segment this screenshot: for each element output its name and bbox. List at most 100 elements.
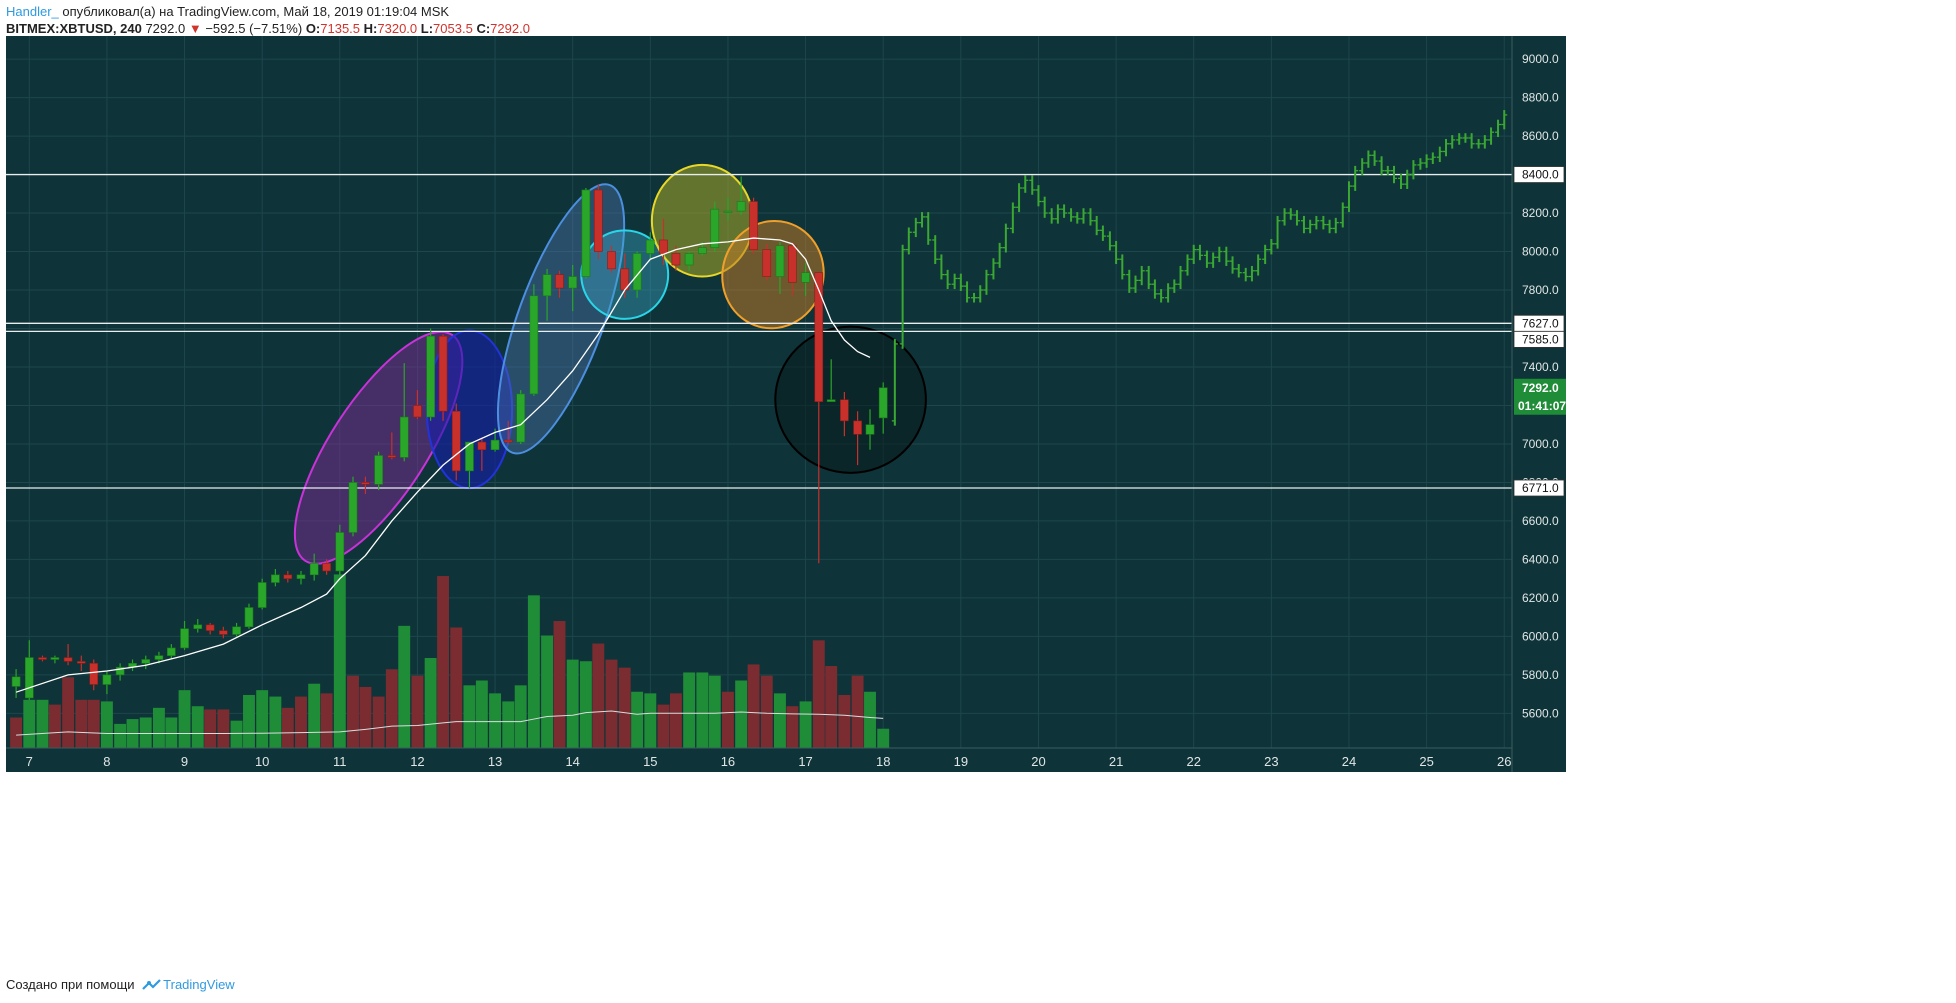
candle-body bbox=[465, 441, 474, 472]
candle-body bbox=[24, 657, 34, 699]
volume-bar bbox=[424, 658, 437, 748]
time-axis-background bbox=[6, 748, 1512, 772]
y-tick-label: 6200.0 bbox=[1522, 591, 1559, 605]
volume-bar bbox=[385, 669, 398, 748]
candle-body bbox=[141, 659, 151, 664]
candle-body bbox=[749, 201, 758, 250]
candle-body bbox=[490, 439, 500, 451]
author-link[interactable]: Handler_ bbox=[6, 4, 59, 19]
level-labels: 8400.0 7627.0 7585.0 6771.0 bbox=[1513, 166, 1565, 497]
candle-body bbox=[361, 482, 370, 485]
candle-body bbox=[283, 574, 293, 579]
down-arrow-icon: ▼ bbox=[188, 21, 202, 36]
candle-body bbox=[89, 663, 99, 685]
annotation-ellipse bbox=[496, 183, 626, 455]
annotation-ellipse bbox=[293, 330, 464, 565]
volume-bar bbox=[243, 694, 255, 748]
publish-header: Handler_ опубликовал(а) на TradingView.c… bbox=[6, 4, 449, 19]
y-tick-label: 8200.0 bbox=[1522, 206, 1559, 220]
tradingview-brand-link[interactable]: TradingView bbox=[163, 977, 235, 992]
candle-body bbox=[193, 624, 203, 629]
volume-bar bbox=[62, 677, 75, 748]
volume-bar bbox=[256, 690, 269, 748]
level-label-box bbox=[1513, 330, 1565, 348]
candle-body bbox=[232, 626, 241, 635]
price-ma-line bbox=[15, 237, 871, 693]
volume-bar bbox=[75, 699, 88, 748]
y-tick-label: 7400.0 bbox=[1522, 360, 1559, 374]
volume-bar bbox=[411, 675, 424, 748]
candle-body bbox=[438, 335, 448, 412]
projection-bars bbox=[891, 110, 1508, 426]
volume-bar bbox=[230, 720, 243, 748]
candle-body bbox=[698, 247, 707, 254]
current-price-box bbox=[1514, 378, 1566, 415]
x-tick-label: 18 bbox=[876, 754, 890, 769]
volume-bar bbox=[217, 709, 230, 748]
y-tick-label: 8600.0 bbox=[1522, 129, 1559, 143]
candle-body bbox=[374, 455, 383, 485]
y-tick-label: 5600.0 bbox=[1522, 706, 1559, 720]
volume-bar bbox=[799, 701, 812, 748]
y-tick-label: 8800.0 bbox=[1522, 91, 1559, 105]
volume-bar bbox=[657, 704, 670, 748]
x-tick-label: 24 bbox=[1342, 754, 1356, 769]
volume-bar bbox=[23, 699, 36, 748]
level-label: 8400.0 bbox=[1522, 168, 1559, 182]
close-label: C: bbox=[476, 21, 491, 36]
candle-body bbox=[814, 272, 824, 402]
x-tick-label: 20 bbox=[1031, 754, 1045, 769]
candle-body bbox=[607, 251, 616, 270]
candle-body bbox=[659, 239, 668, 254]
volume-bar bbox=[333, 574, 346, 748]
volume-bar bbox=[579, 661, 592, 748]
volume-bar bbox=[851, 675, 864, 748]
candle-body bbox=[542, 274, 552, 297]
volume-bar bbox=[359, 686, 372, 748]
candle-body bbox=[219, 630, 228, 635]
candle-body bbox=[646, 239, 655, 254]
candle-body bbox=[154, 655, 164, 660]
candle-body bbox=[632, 253, 642, 291]
ticker-bar: BITMEX:XBTUSD, 240 7292.0 ▼ −592.5 (−7.5… bbox=[6, 21, 530, 36]
candle-body bbox=[684, 253, 694, 266]
candle-body bbox=[568, 276, 578, 289]
volume-bar bbox=[592, 643, 605, 748]
volume-bar bbox=[812, 640, 825, 748]
high-label: H: bbox=[363, 21, 378, 36]
symbol-label[interactable]: BITMEX:XBTUSD, 240 bbox=[6, 21, 142, 36]
candle-body bbox=[516, 393, 525, 443]
y-tick-label: 9000.0 bbox=[1522, 52, 1559, 66]
candle-body bbox=[50, 657, 60, 660]
tradingview-logo-icon bbox=[142, 979, 161, 990]
candle-body bbox=[801, 272, 810, 283]
volume-ma-line bbox=[16, 710, 884, 736]
volume-bar bbox=[320, 693, 333, 748]
volume-bar bbox=[10, 717, 23, 748]
volume-bars bbox=[10, 574, 890, 748]
volume-bar bbox=[100, 701, 113, 748]
candle-body bbox=[529, 295, 539, 395]
published-text: опубликовал(а) на TradingView.com, Май 1… bbox=[62, 4, 450, 19]
y-tick-label: 6400.0 bbox=[1522, 552, 1559, 566]
candle-body bbox=[11, 676, 21, 687]
candles bbox=[11, 176, 888, 700]
candle-body bbox=[38, 657, 47, 660]
volume-bar bbox=[747, 664, 760, 748]
volume-bar bbox=[463, 685, 476, 748]
x-tick-label: 25 bbox=[1419, 754, 1433, 769]
candle-body bbox=[167, 647, 176, 656]
close-value: 7292.0 bbox=[490, 21, 530, 36]
candle-body bbox=[451, 410, 461, 472]
volume-bar bbox=[87, 699, 100, 748]
y-tick-label: 7800.0 bbox=[1522, 283, 1559, 297]
y-tick-label: 6600.0 bbox=[1522, 514, 1559, 528]
candle-body bbox=[723, 210, 733, 213]
volume-bar bbox=[139, 717, 152, 748]
volume-bar bbox=[114, 723, 127, 748]
volume-bar bbox=[347, 675, 359, 748]
current-price-label: 7292.0 bbox=[1522, 381, 1559, 395]
candle-body bbox=[775, 245, 785, 277]
horizontal-levels bbox=[6, 173, 1512, 489]
